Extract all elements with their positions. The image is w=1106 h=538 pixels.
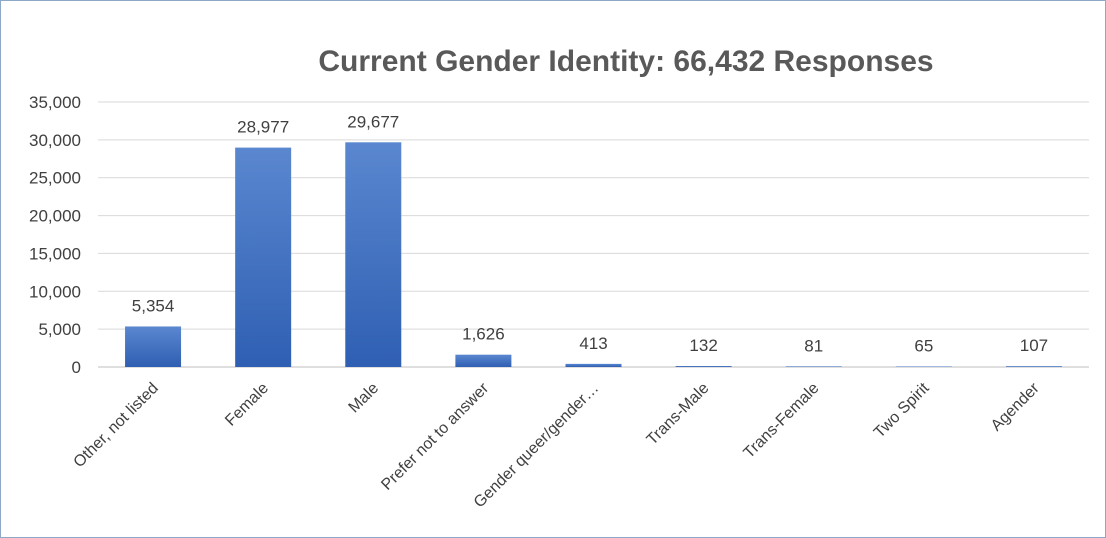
y-axis-tick-labels: 0 5,000 10,000 15,000 20,000 25,000 30,000 35,0… [29,93,81,377]
y-tick-label: 15,000 [29,244,81,263]
bar [1005,366,1062,367]
data-label: 29,677 [347,112,399,131]
y-tick-label: 35,000 [29,93,81,112]
data-label: 1,626 [462,325,505,344]
x-category-label: Two Spirit [871,379,933,441]
data-label: 81 [804,336,823,355]
x-category-label: Gender queer/gender… [471,380,603,512]
x-category-label: Trans-Female [741,380,823,462]
bar [455,354,512,367]
data-label: 28,977 [237,118,289,137]
bars [125,142,1062,368]
chart-title: Current Gender Identity: 66,432 Response… [318,45,933,78]
bar [895,366,952,368]
data-label: 65 [914,337,933,356]
data-label: 5,354 [132,296,175,315]
x-category-label: Other, not listed [71,380,162,471]
data-label: 107 [1020,336,1048,355]
bar [125,326,182,367]
data-label: 132 [689,336,717,355]
y-tick-label: 25,000 [29,169,81,188]
x-category-label: Trans-Male [644,380,713,449]
y-tick-label: 0 [72,358,81,377]
bar [235,147,292,367]
bar [785,366,842,367]
y-tick-label: 20,000 [29,207,81,226]
y-tick-label: 10,000 [29,282,81,301]
y-tick-label: 5,000 [38,320,81,339]
data-labels: 5,354 28,977 29,677 1,626 413 132 81 65 107 [132,112,1048,355]
x-category-label: Agender [988,379,1043,434]
y-tick-label: 30,000 [29,131,81,150]
x-category-label: Male [346,380,383,417]
bar [675,366,732,367]
x-category-label: Prefer not to answer [378,379,492,493]
data-label: 413 [579,334,607,353]
bar [345,142,402,367]
x-category-label: Female [222,380,272,430]
bar [565,363,622,367]
